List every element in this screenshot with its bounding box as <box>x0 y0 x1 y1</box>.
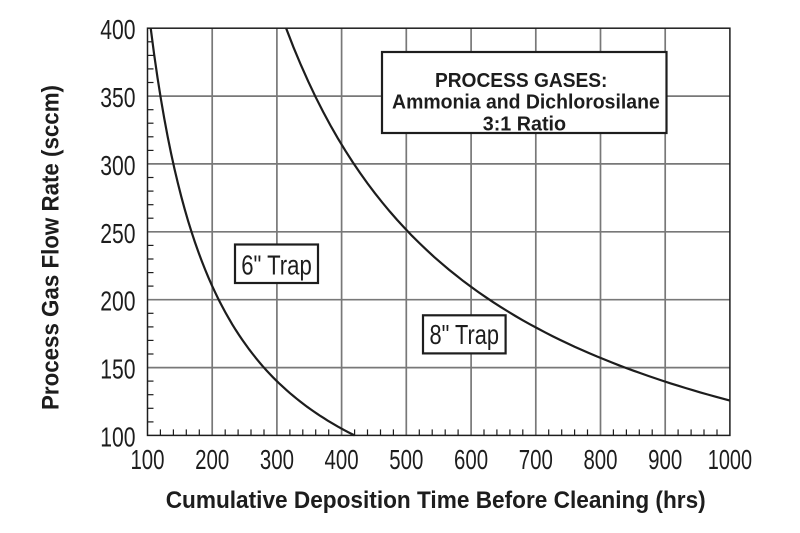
svg-text:100: 100 <box>100 421 135 452</box>
svg-text:500: 500 <box>389 444 423 475</box>
svg-text:400: 400 <box>325 444 359 475</box>
svg-text:Ammonia and Dichlorosilane: Ammonia and Dichlorosilane <box>392 92 660 114</box>
svg-text:400: 400 <box>100 14 135 45</box>
svg-text:8" Trap: 8" Trap <box>430 319 500 350</box>
svg-text:150: 150 <box>100 354 135 385</box>
svg-text:300: 300 <box>260 444 294 475</box>
svg-text:3:1 Ratio: 3:1 Ratio <box>483 114 566 136</box>
svg-text:900: 900 <box>648 444 682 475</box>
svg-text:6" Trap: 6" Trap <box>241 250 312 281</box>
svg-text:350: 350 <box>100 82 135 113</box>
svg-text:200: 200 <box>195 444 229 475</box>
svg-text:100: 100 <box>130 444 164 475</box>
svg-text:300: 300 <box>100 150 135 181</box>
svg-text:Cumulative Deposition Time Bef: Cumulative Deposition Time Before Cleani… <box>166 487 706 514</box>
svg-text:600: 600 <box>454 444 488 475</box>
svg-text:700: 700 <box>519 444 553 475</box>
svg-text:PROCESS GASES:: PROCESS GASES: <box>435 70 608 92</box>
svg-text:200: 200 <box>100 286 135 317</box>
svg-text:1000: 1000 <box>708 444 752 475</box>
svg-text:800: 800 <box>583 444 617 475</box>
svg-text:Process Gas Flow Rate (sccm): Process Gas Flow Rate (sccm) <box>38 85 65 410</box>
svg-text:250: 250 <box>100 218 135 249</box>
